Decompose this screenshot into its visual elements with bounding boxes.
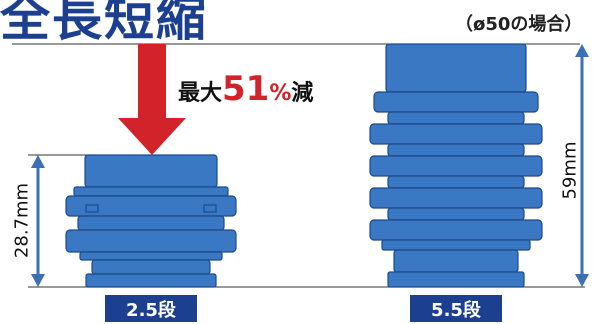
right-height-dimension xyxy=(575,44,589,287)
suction-cup-2-5-stage xyxy=(65,154,237,288)
reduction-suffix: 減 xyxy=(291,81,314,106)
reduction-arrow xyxy=(118,44,186,155)
left-height-label: 28.7mm xyxy=(11,182,33,259)
page-title: 全長短縮 xyxy=(0,0,208,47)
suction-cup-5-5-stage xyxy=(369,43,543,288)
stage-tag-2-5: 2.5段 xyxy=(105,295,197,322)
stage-tag-5-5: 5.5段 xyxy=(410,295,502,322)
size-note: （ø50の場合） xyxy=(455,14,583,35)
reduction-value: 51 xyxy=(222,69,270,109)
left-height-dimension xyxy=(31,155,45,287)
reduction-unit: % xyxy=(269,81,292,106)
reduction-text: 最大51%減 xyxy=(178,72,313,106)
reduction-prefix: 最大 xyxy=(178,81,223,106)
right-height-label: 59mm xyxy=(559,141,581,200)
